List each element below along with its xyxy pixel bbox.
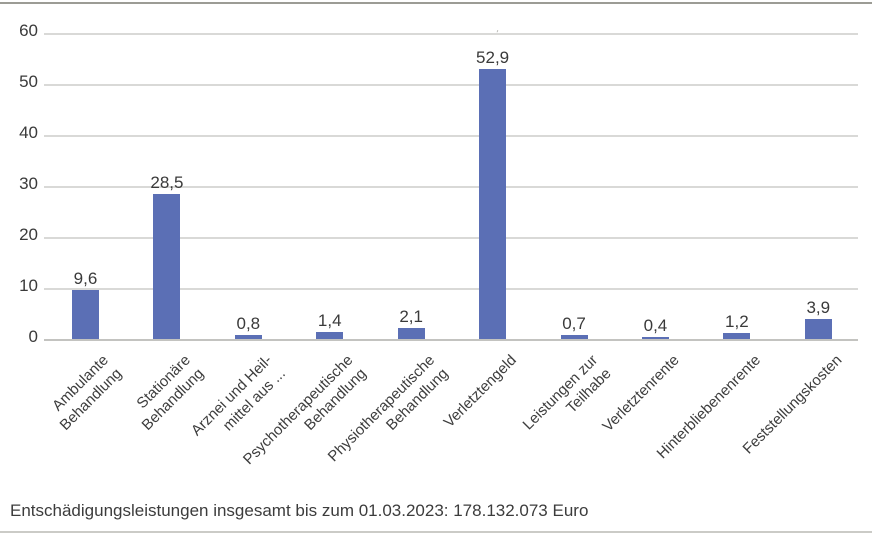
- top-border-line: [0, 2, 872, 4]
- bar-1: [72, 290, 99, 339]
- bar-value-label: 28,5: [150, 172, 184, 192]
- clipped-label-artifact: 52,9: [461, 30, 525, 35]
- bar-9: [723, 332, 751, 339]
- bar-value-label: 1,2: [725, 311, 749, 331]
- x-axis-category-label: Verletztengeld: [440, 351, 520, 431]
- bar-7: [560, 335, 588, 339]
- bar-2: [153, 193, 181, 339]
- x-axis-category-label: Verletztenrente: [598, 351, 683, 436]
- bar-3: [234, 334, 262, 339]
- y-axis-tick-label: 10: [19, 276, 38, 295]
- gridline: [44, 288, 858, 290]
- bar-value-label: 1,4: [317, 310, 342, 330]
- gridline: [44, 84, 858, 86]
- x-axis-line: [44, 339, 858, 341]
- bar-value-label: 0,4: [643, 315, 668, 335]
- bar-8: [641, 336, 669, 339]
- bar-value-label: 52,9: [476, 48, 510, 68]
- bottom-border-line: [0, 531, 872, 533]
- gridline: [44, 33, 858, 35]
- gridline: [44, 135, 858, 137]
- y-axis-tick-label: 0: [28, 327, 38, 346]
- y-axis-tick-label: 40: [19, 123, 38, 142]
- bar-value-label: 9,6: [73, 269, 98, 289]
- gridline: [44, 186, 858, 188]
- y-axis-tick-label: 20: [19, 225, 38, 244]
- gridline: [44, 237, 858, 239]
- x-axis-category-label: Leistungen zur Teilhabe: [519, 351, 615, 434]
- bar-10: [804, 319, 832, 339]
- y-axis-tick-label: 60: [19, 21, 38, 40]
- clipped-label-artifact-text: 52,9: [461, 30, 525, 35]
- bar-value-label: 0,7: [562, 314, 586, 334]
- bar-value-label: 0,8: [236, 313, 261, 333]
- y-axis-tick-label: 30: [19, 174, 38, 193]
- x-axis-category-label: Ambulante Behandlung: [49, 351, 126, 434]
- bar-value-label: 3,9: [806, 298, 831, 318]
- bar-value-label: 2,1: [399, 307, 423, 327]
- chart-caption: Entschädigungsleistungen insgesamt bis z…: [10, 501, 589, 520]
- bar-6: [479, 69, 507, 339]
- bar-4: [316, 331, 344, 339]
- bar-5: [397, 328, 425, 339]
- y-axis-tick-label: 50: [19, 72, 38, 91]
